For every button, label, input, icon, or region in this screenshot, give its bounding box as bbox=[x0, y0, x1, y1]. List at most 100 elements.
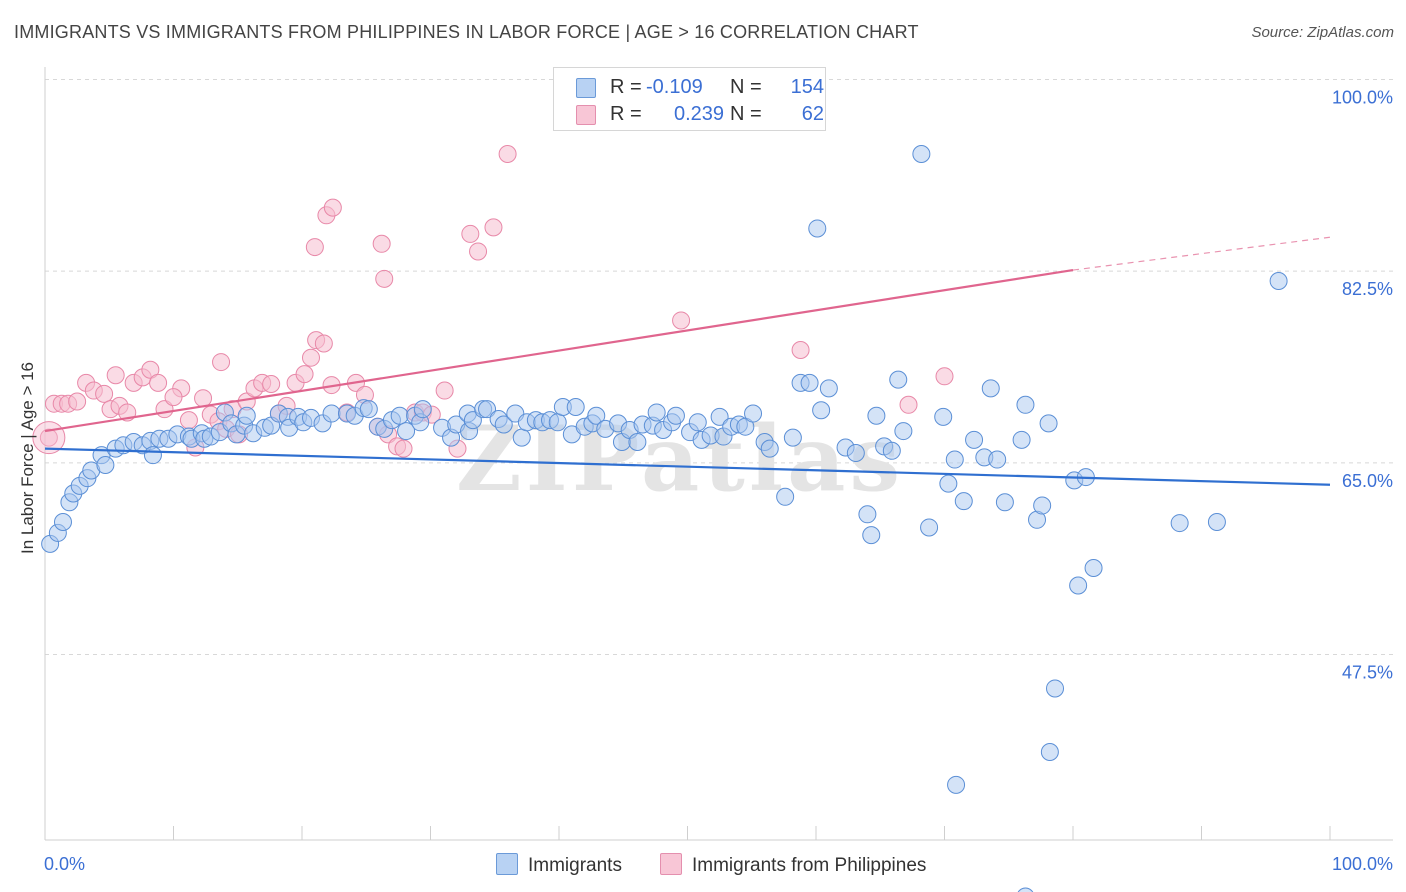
legend-r-label: R = bbox=[610, 103, 642, 125]
data-point-immigrants bbox=[1012, 430, 1031, 449]
y-tick-label: 82.5% bbox=[1342, 279, 1393, 299]
data-point-immigrants bbox=[1046, 679, 1065, 698]
data-point-immigrants bbox=[237, 406, 256, 425]
legend-swatch-philippines bbox=[576, 105, 596, 125]
data-point-philippines bbox=[375, 269, 394, 288]
data-point-immigrants bbox=[53, 512, 72, 531]
data-point-immigrants bbox=[858, 505, 877, 524]
data-point-philippines bbox=[149, 373, 168, 392]
legend-n-label: N = bbox=[730, 103, 762, 125]
legend-r-value: 0.239 bbox=[674, 103, 725, 125]
data-point-immigrants bbox=[776, 487, 795, 506]
data-point-philippines bbox=[262, 374, 281, 393]
data-point-immigrants bbox=[628, 433, 647, 452]
data-point-immigrants bbox=[920, 518, 939, 537]
data-point-immigrants bbox=[96, 456, 115, 475]
data-point-immigrants bbox=[548, 413, 567, 432]
data-point-philippines bbox=[484, 218, 503, 237]
data-point-immigrants bbox=[995, 493, 1014, 512]
data-point-immigrants bbox=[965, 430, 984, 449]
bottom-legend-philippines: Immigrants from Philippines bbox=[660, 853, 926, 877]
trendline-philippines-extension bbox=[1072, 236, 1331, 271]
data-point-immigrants bbox=[1033, 496, 1052, 515]
data-point-immigrants bbox=[359, 400, 378, 419]
data-point-philippines bbox=[461, 224, 480, 243]
data-point-immigrants bbox=[647, 403, 666, 422]
data-point-immigrants bbox=[934, 407, 953, 426]
data-point-philippines bbox=[295, 365, 314, 384]
data-point-immigrants bbox=[867, 406, 886, 425]
data-point-philippines bbox=[95, 384, 114, 403]
y-axis-label: In Labor Force | Age > 16 bbox=[18, 361, 37, 555]
data-point-philippines bbox=[791, 341, 810, 360]
chart-title: IMMIGRANTS VS IMMIGRANTS FROM PHILIPPINE… bbox=[14, 22, 919, 42]
data-point-immigrants bbox=[1084, 558, 1103, 577]
data-point-immigrants bbox=[808, 219, 827, 238]
bottom-legend-label-philippines: Immigrants from Philippines bbox=[692, 855, 927, 876]
data-point-immigrants bbox=[1069, 576, 1088, 595]
data-point-immigrants bbox=[1039, 414, 1058, 433]
legend-n-value: 154 bbox=[790, 76, 824, 98]
data-point-immigrants bbox=[1016, 395, 1035, 414]
data-point-immigrants bbox=[1040, 742, 1059, 761]
data-point-immigrants bbox=[760, 439, 779, 458]
data-point-immigrants bbox=[812, 401, 831, 420]
data-point-immigrants bbox=[1170, 514, 1189, 533]
legend-r-label: R = bbox=[610, 76, 642, 98]
data-point-philippines bbox=[179, 411, 198, 430]
data-point-immigrants bbox=[478, 400, 497, 419]
bottom-legend-immigrants: Immigrants bbox=[496, 853, 622, 877]
data-point-philippines bbox=[672, 311, 691, 330]
data-point-immigrants bbox=[954, 492, 973, 511]
data-point-immigrants bbox=[800, 373, 819, 392]
data-point-immigrants bbox=[1017, 887, 1034, 892]
data-point-immigrants bbox=[463, 411, 482, 430]
data-point-immigrants bbox=[143, 446, 162, 465]
data-point-immigrants bbox=[819, 379, 838, 398]
bottom-legend-swatch-immigrants bbox=[496, 853, 518, 875]
data-point-immigrants bbox=[947, 775, 966, 794]
trendline-philippines bbox=[44, 268, 1074, 433]
data-point-philippines bbox=[106, 366, 125, 385]
data-point-philippines bbox=[314, 334, 333, 353]
legend-n-value: 62 bbox=[801, 103, 824, 125]
data-point-philippines bbox=[141, 360, 160, 379]
data-point-immigrants bbox=[322, 404, 341, 423]
source-label: Source: ZipAtlas.com bbox=[1251, 24, 1394, 41]
data-point-philippines bbox=[498, 144, 517, 163]
data-point-immigrants bbox=[862, 526, 881, 545]
data-point-immigrants bbox=[912, 144, 931, 163]
series-immigrants-points bbox=[41, 144, 1288, 892]
x-tick-label: 0.0% bbox=[44, 854, 85, 874]
data-point-immigrants bbox=[1269, 272, 1288, 291]
legend-r-value: -0.109 bbox=[646, 76, 703, 98]
data-point-philippines bbox=[68, 392, 87, 411]
data-point-immigrants bbox=[413, 400, 432, 419]
data-point-philippines bbox=[301, 348, 320, 367]
x-tick-label: 100.0% bbox=[1332, 854, 1393, 874]
data-point-immigrants bbox=[939, 474, 958, 493]
data-point-immigrants bbox=[566, 397, 585, 416]
data-point-immigrants bbox=[512, 428, 531, 447]
data-point-philippines bbox=[323, 198, 342, 217]
data-point-immigrants bbox=[494, 415, 513, 434]
trendline-immigrants bbox=[44, 447, 1331, 486]
data-point-philippines bbox=[212, 353, 231, 372]
data-point-immigrants bbox=[988, 450, 1007, 469]
y-tick-label: 65.0% bbox=[1342, 471, 1393, 491]
data-point-immigrants bbox=[945, 450, 964, 469]
data-point-immigrants bbox=[397, 422, 416, 441]
data-point-philippines bbox=[305, 238, 324, 257]
data-point-philippines bbox=[194, 389, 213, 408]
data-point-immigrants bbox=[1207, 512, 1226, 531]
data-point-immigrants bbox=[783, 428, 802, 447]
data-point-immigrants bbox=[846, 443, 865, 462]
data-point-immigrants bbox=[889, 370, 908, 389]
y-tick-label: 100.0% bbox=[1332, 88, 1393, 108]
data-point-philippines bbox=[164, 388, 183, 407]
data-point-philippines bbox=[435, 381, 454, 400]
data-point-immigrants bbox=[587, 406, 606, 425]
data-point-philippines bbox=[372, 234, 391, 253]
tick-label-layer: 100.0% 82.5% 65.0% 47.5% 0.0% 100.0% bbox=[44, 88, 1393, 875]
